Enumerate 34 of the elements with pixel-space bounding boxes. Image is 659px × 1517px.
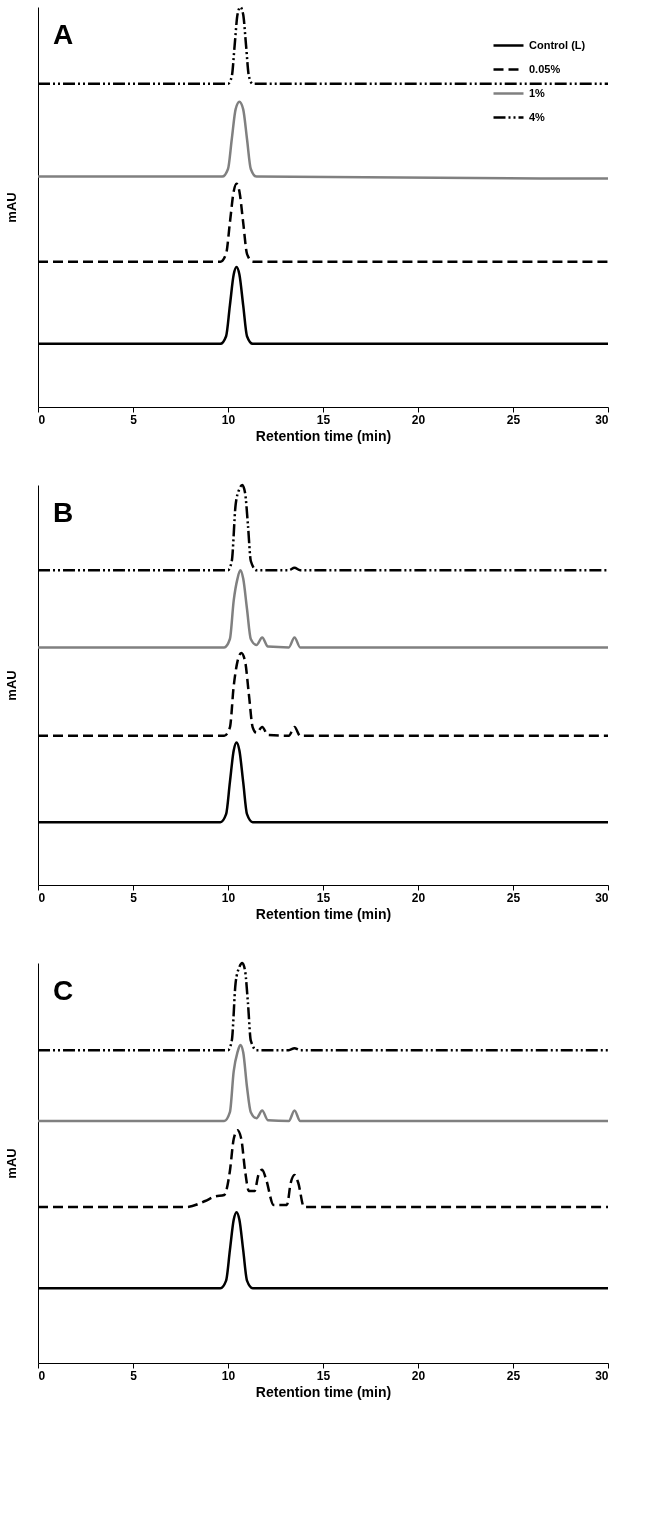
x-tick-label: 20 <box>411 1368 426 1383</box>
legend-label: 0.05% <box>529 62 561 75</box>
legend-label: 1% <box>529 86 546 99</box>
x-tick-label: 30 <box>595 1368 609 1383</box>
x-axis-title: Retention time (min) <box>255 905 392 922</box>
x-tick-label: 20 <box>411 890 426 905</box>
x-tick-label: 10 <box>221 1368 236 1383</box>
x-tick-label: 0 <box>38 1368 46 1383</box>
y-axis-title: mAU <box>3 670 19 701</box>
x-tick-label: 5 <box>130 1368 138 1383</box>
legend-label: 4% <box>529 110 546 123</box>
x-axis-title: Retention time (min) <box>255 427 392 444</box>
x-tick-label: 15 <box>316 412 331 427</box>
x-tick-label: 30 <box>595 890 609 905</box>
x-tick-label: 10 <box>221 890 236 905</box>
x-tick-label: 5 <box>130 412 138 427</box>
chart-title: C <box>53 974 74 1006</box>
x-tick-label: 0 <box>38 890 46 905</box>
x-tick-label: 25 <box>506 890 521 905</box>
chart-title: A <box>53 18 74 50</box>
x-tick-label: 15 <box>316 890 331 905</box>
x-tick-label: 25 <box>506 412 521 427</box>
x-tick-label: 30 <box>595 412 609 427</box>
y-axis-title: mAU <box>3 1148 19 1179</box>
y-axis-title: mAU <box>3 192 19 223</box>
chart-title: B <box>53 496 74 528</box>
x-tick-label: 0 <box>38 412 46 427</box>
x-tick-label: 25 <box>506 1368 521 1383</box>
x-tick-label: 15 <box>316 1368 331 1383</box>
x-axis-title: Retention time (min) <box>255 1383 392 1400</box>
x-tick-label: 10 <box>221 412 236 427</box>
legend-label: Control (L) <box>529 38 586 51</box>
x-tick-label: 20 <box>411 412 426 427</box>
x-tick-label: 5 <box>130 890 138 905</box>
